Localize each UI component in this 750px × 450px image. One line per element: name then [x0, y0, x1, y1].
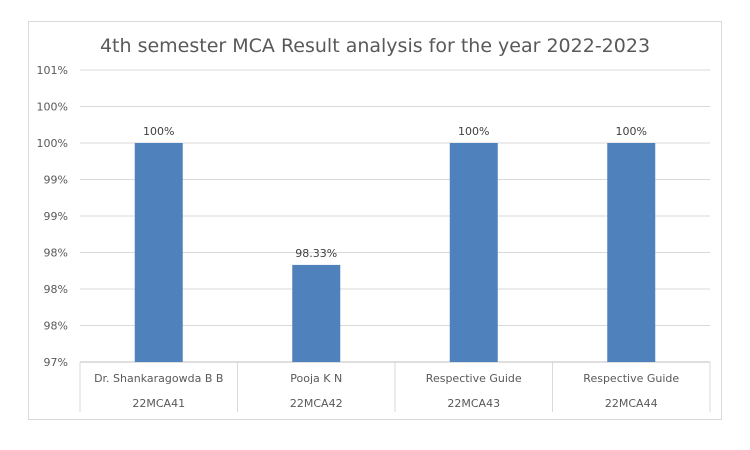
category-label: Dr. Shankaragowda B B: [94, 372, 223, 385]
y-tick-label: 100%: [37, 137, 68, 150]
bar: [449, 143, 498, 362]
category-axis: Dr. Shankaragowda B B 22MCA41 Pooja K N 22M…: [79, 362, 711, 412]
bar: [134, 143, 183, 362]
y-tick-label: 98%: [44, 283, 68, 296]
bar: [607, 143, 656, 362]
data-labels: 100% 98.33% 100% 100%: [143, 125, 647, 260]
bar: [292, 264, 341, 362]
y-tick-label: 101%: [37, 64, 68, 77]
data-label: 100%: [616, 125, 647, 138]
y-tick-label: 99%: [44, 210, 68, 223]
category-label: Respective Guide: [426, 372, 522, 385]
bars: [134, 143, 656, 362]
y-tick-label: 98%: [44, 247, 68, 260]
category-code: 22MCA44: [605, 397, 658, 410]
category-code: 22MCA43: [447, 397, 500, 410]
y-axis-ticks: 97% 98% 98% 98% 99% 99% 100% 100% 101%: [37, 64, 68, 369]
y-tick-label: 98%: [44, 320, 68, 333]
y-tick-label: 97%: [44, 356, 68, 369]
data-label: 100%: [458, 125, 489, 138]
category-code: 22MCA42: [290, 397, 343, 410]
y-tick-label: 99%: [44, 174, 68, 187]
data-label: 98.33%: [295, 247, 337, 260]
category-label: Pooja K N: [290, 372, 342, 385]
chart-title: 4th semester MCA Result analysis for the…: [100, 35, 650, 57]
y-tick-label: 100%: [37, 101, 68, 114]
gridlines: [80, 69, 710, 363]
category-label: Respective Guide: [583, 372, 679, 385]
category-code: 22MCA41: [132, 397, 185, 410]
data-label: 100%: [143, 125, 174, 138]
